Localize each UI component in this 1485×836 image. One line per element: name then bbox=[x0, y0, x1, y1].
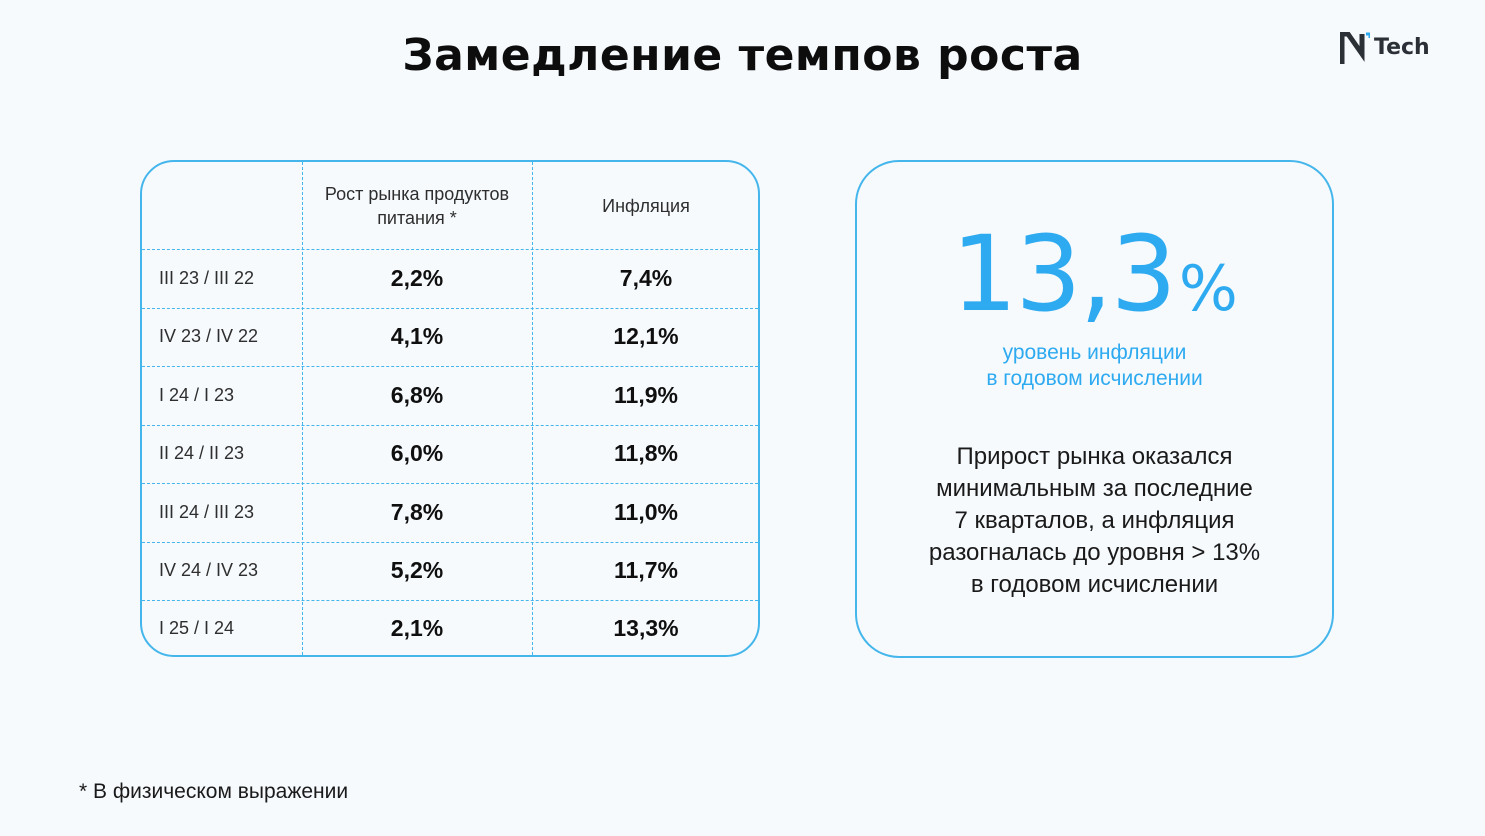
inflation-value: 13,3% bbox=[857, 222, 1332, 326]
description-line: 7 кварталов, а инфляция bbox=[954, 507, 1235, 534]
header-market-growth: Рост рынка продуктов питания * bbox=[324, 183, 510, 228]
inflation-number: 13,3 bbox=[951, 213, 1177, 335]
caption-line: уровень инфляции bbox=[1002, 341, 1187, 364]
row-period: III 24 / III 23 bbox=[159, 501, 255, 522]
market-description: Прирост рынка оказался минимальным за по… bbox=[877, 441, 1312, 601]
inflation-highlight-card: 13,3% уровень инфляции в годовом исчисле… bbox=[855, 160, 1334, 658]
row-market-growth: 2,2% bbox=[390, 264, 444, 291]
footnote: * В физическом выражении bbox=[79, 780, 349, 803]
row-market-growth: 7,8% bbox=[390, 498, 444, 525]
row-period: II 24 / II 23 bbox=[159, 443, 245, 464]
n-logo-icon bbox=[1340, 32, 1370, 64]
table-divider bbox=[142, 249, 758, 250]
ntech-logo: Tech bbox=[1340, 30, 1450, 66]
inflation-caption: уровень инфляции в годовом исчислении bbox=[857, 340, 1332, 392]
row-inflation: 11,8% bbox=[614, 440, 678, 467]
table-divider bbox=[142, 541, 758, 543]
row-period: IV 23 / IV 22 bbox=[159, 326, 259, 347]
row-inflation: 11,9% bbox=[614, 381, 678, 408]
table-divider bbox=[532, 162, 533, 655]
header-period bbox=[142, 162, 302, 249]
row-market-growth: 5,2% bbox=[390, 557, 444, 584]
table-divider bbox=[302, 162, 303, 655]
row-inflation: 11,0% bbox=[614, 498, 678, 525]
description-line: разогналась до уровня > 13% bbox=[928, 539, 1261, 566]
description-line: в годовом исчислении bbox=[970, 571, 1219, 598]
table-divider bbox=[142, 483, 758, 484]
table-grid bbox=[142, 162, 758, 655]
table-divider bbox=[142, 424, 758, 426]
inflation-unit: % bbox=[1178, 252, 1238, 325]
header-inflation: Инфляция bbox=[602, 195, 690, 216]
row-inflation: 12,1% bbox=[613, 323, 679, 350]
row-market-growth: 6,0% bbox=[390, 440, 444, 467]
row-inflation: 7,4% bbox=[619, 264, 673, 291]
row-period: I 24 / I 23 bbox=[159, 384, 235, 405]
row-period: I 25 / I 24 bbox=[159, 618, 235, 638]
comparison-table: Рост рынка продуктов питания * Инфляция … bbox=[140, 160, 760, 657]
description-line: Прирост рынка оказался bbox=[956, 443, 1233, 470]
description-line: минимальным за последние bbox=[936, 475, 1253, 502]
caption-line: в годовом исчислении bbox=[986, 367, 1203, 390]
table-divider bbox=[142, 307, 758, 309]
row-market-growth: 6,8% bbox=[390, 381, 444, 408]
row-inflation: 13,3% bbox=[613, 615, 679, 641]
row-period: IV 24 / IV 23 bbox=[159, 560, 259, 581]
table-divider bbox=[142, 600, 758, 601]
page-title: Замедление темпов роста bbox=[402, 30, 1083, 81]
row-market-growth: 2,1% bbox=[390, 615, 444, 641]
row-inflation: 11,7% bbox=[614, 557, 678, 584]
logo-text: Tech bbox=[1374, 35, 1430, 60]
row-market-growth: 4,1% bbox=[390, 323, 444, 350]
table-divider bbox=[142, 366, 758, 367]
row-period: III 23 / III 22 bbox=[159, 267, 255, 288]
